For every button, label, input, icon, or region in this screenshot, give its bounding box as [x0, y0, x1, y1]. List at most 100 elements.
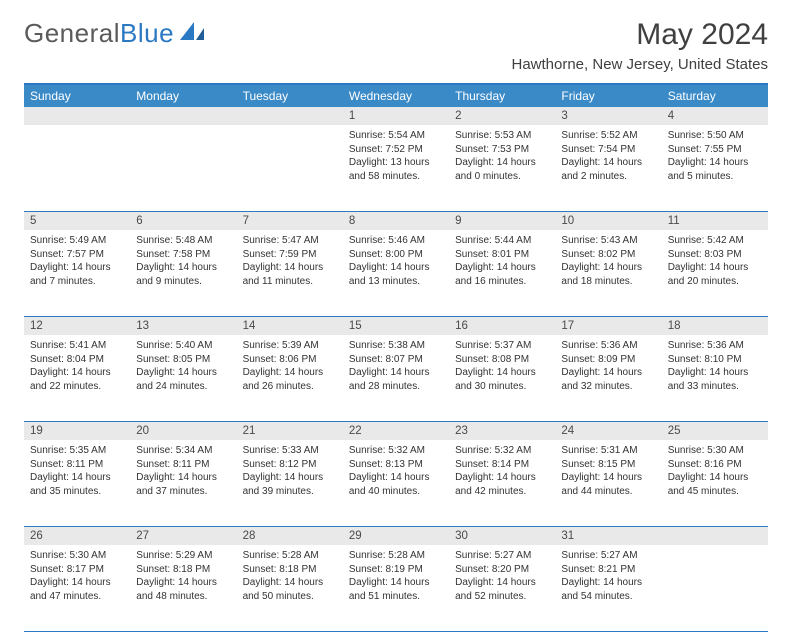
day-detail-line: and 24 minutes. [136, 380, 230, 394]
day-detail-line [668, 563, 762, 577]
day-detail-line: Daylight: 14 hours [30, 471, 124, 485]
day-detail-line: Daylight: 14 hours [561, 366, 655, 380]
day-number: 4 [662, 107, 768, 125]
day-detail-line: and 44 minutes. [561, 485, 655, 499]
day-detail-line: and 50 minutes. [243, 590, 337, 604]
day-number: 16 [449, 317, 555, 335]
day-number: 28 [237, 527, 343, 545]
day-detail-line: Sunset: 8:01 PM [455, 248, 549, 262]
day-detail-line: Daylight: 14 hours [455, 156, 549, 170]
day-detail-line: and 42 minutes. [455, 485, 549, 499]
calendar: Sunday Monday Tuesday Wednesday Thursday… [24, 83, 768, 632]
day-number: 3 [555, 107, 661, 125]
day-number: 12 [24, 317, 130, 335]
day-detail-line: Sunrise: 5:29 AM [136, 549, 230, 563]
day-detail-line: Daylight: 14 hours [136, 366, 230, 380]
day-detail-line: and 33 minutes. [668, 380, 762, 394]
day-detail-line: Sunrise: 5:54 AM [349, 129, 443, 143]
day-detail-line: Sunset: 8:21 PM [561, 563, 655, 577]
day-detail-line [243, 143, 337, 157]
day-detail-line: Daylight: 14 hours [668, 471, 762, 485]
dow-friday: Friday [555, 85, 661, 107]
day-detail-line: Sunset: 8:16 PM [668, 458, 762, 472]
day-detail-line: Daylight: 14 hours [243, 576, 337, 590]
day-detail-line: Sunrise: 5:33 AM [243, 444, 337, 458]
day-detail-line: and 40 minutes. [349, 485, 443, 499]
day-detail-line: Sunset: 8:19 PM [349, 563, 443, 577]
daynum-row: 12131415161718 [24, 317, 768, 335]
brand-name-b: Blue [120, 18, 174, 49]
day-detail-line: Daylight: 14 hours [349, 366, 443, 380]
day-number: 2 [449, 107, 555, 125]
day-detail-line: and 52 minutes. [455, 590, 549, 604]
day-detail-line: Daylight: 14 hours [455, 471, 549, 485]
day-cell [24, 125, 130, 211]
day-number [24, 107, 130, 125]
location-text: Hawthorne, New Jersey, United States [511, 56, 768, 73]
daynum-row: 567891011 [24, 212, 768, 230]
day-detail-line: and 54 minutes. [561, 590, 655, 604]
day-cell: Sunrise: 5:39 AMSunset: 8:06 PMDaylight:… [237, 335, 343, 421]
day-detail-line: Sunset: 8:03 PM [668, 248, 762, 262]
day-number [130, 107, 236, 125]
week-row: Sunrise: 5:54 AMSunset: 7:52 PMDaylight:… [24, 125, 768, 212]
day-cell: Sunrise: 5:43 AMSunset: 8:02 PMDaylight:… [555, 230, 661, 316]
day-cell: Sunrise: 5:46 AMSunset: 8:00 PMDaylight:… [343, 230, 449, 316]
day-number: 13 [130, 317, 236, 335]
week-row: Sunrise: 5:49 AMSunset: 7:57 PMDaylight:… [24, 230, 768, 317]
day-number: 19 [24, 422, 130, 440]
day-cell [130, 125, 236, 211]
day-detail-line [243, 129, 337, 143]
day-detail-line: Sunset: 8:20 PM [455, 563, 549, 577]
day-detail-line [243, 170, 337, 184]
day-cell: Sunrise: 5:30 AMSunset: 8:16 PMDaylight:… [662, 440, 768, 526]
day-cell: Sunrise: 5:52 AMSunset: 7:54 PMDaylight:… [555, 125, 661, 211]
day-detail-line: Sunrise: 5:30 AM [30, 549, 124, 563]
day-number: 9 [449, 212, 555, 230]
day-detail-line: Sunrise: 5:37 AM [455, 339, 549, 353]
day-detail-line: and 39 minutes. [243, 485, 337, 499]
day-detail-line: Sunrise: 5:32 AM [455, 444, 549, 458]
day-cell: Sunrise: 5:37 AMSunset: 8:08 PMDaylight:… [449, 335, 555, 421]
day-detail-line: and 51 minutes. [349, 590, 443, 604]
day-cell: Sunrise: 5:40 AMSunset: 8:05 PMDaylight:… [130, 335, 236, 421]
day-detail-line: Sunrise: 5:36 AM [561, 339, 655, 353]
day-detail-line: Daylight: 14 hours [136, 471, 230, 485]
day-detail-line: Daylight: 14 hours [561, 576, 655, 590]
day-detail-line: Sunset: 7:53 PM [455, 143, 549, 157]
day-cell: Sunrise: 5:36 AMSunset: 8:09 PMDaylight:… [555, 335, 661, 421]
day-detail-line: Sunrise: 5:31 AM [561, 444, 655, 458]
day-detail-line: and 20 minutes. [668, 275, 762, 289]
day-detail-line: Sunset: 8:18 PM [243, 563, 337, 577]
day-number: 27 [130, 527, 236, 545]
day-detail-line: and 26 minutes. [243, 380, 337, 394]
day-detail-line: Sunrise: 5:36 AM [668, 339, 762, 353]
day-detail-line: Sunrise: 5:43 AM [561, 234, 655, 248]
brand-logo: GeneralBlue [24, 18, 208, 49]
day-number: 10 [555, 212, 661, 230]
day-number: 18 [662, 317, 768, 335]
sail-icon [178, 18, 208, 49]
day-detail-line: Daylight: 14 hours [243, 366, 337, 380]
day-detail-line [668, 576, 762, 590]
day-detail-line: Sunrise: 5:39 AM [243, 339, 337, 353]
day-detail-line: Daylight: 14 hours [30, 261, 124, 275]
day-detail-line: Sunrise: 5:46 AM [349, 234, 443, 248]
day-detail-line: Sunset: 8:12 PM [243, 458, 337, 472]
day-number: 1 [343, 107, 449, 125]
day-detail-line: Daylight: 14 hours [561, 471, 655, 485]
day-detail-line [30, 156, 124, 170]
day-detail-line: Sunrise: 5:28 AM [243, 549, 337, 563]
day-detail-line: and 16 minutes. [455, 275, 549, 289]
dow-saturday: Saturday [662, 85, 768, 107]
day-detail-line: and 2 minutes. [561, 170, 655, 184]
day-detail-line: Sunrise: 5:30 AM [668, 444, 762, 458]
day-detail-line: Daylight: 14 hours [349, 261, 443, 275]
day-cell [662, 545, 768, 631]
day-detail-line: Sunrise: 5:27 AM [561, 549, 655, 563]
day-detail-line: Sunset: 8:10 PM [668, 353, 762, 367]
day-number: 15 [343, 317, 449, 335]
day-cell: Sunrise: 5:38 AMSunset: 8:07 PMDaylight:… [343, 335, 449, 421]
day-detail-line [136, 143, 230, 157]
day-detail-line: Sunrise: 5:41 AM [30, 339, 124, 353]
